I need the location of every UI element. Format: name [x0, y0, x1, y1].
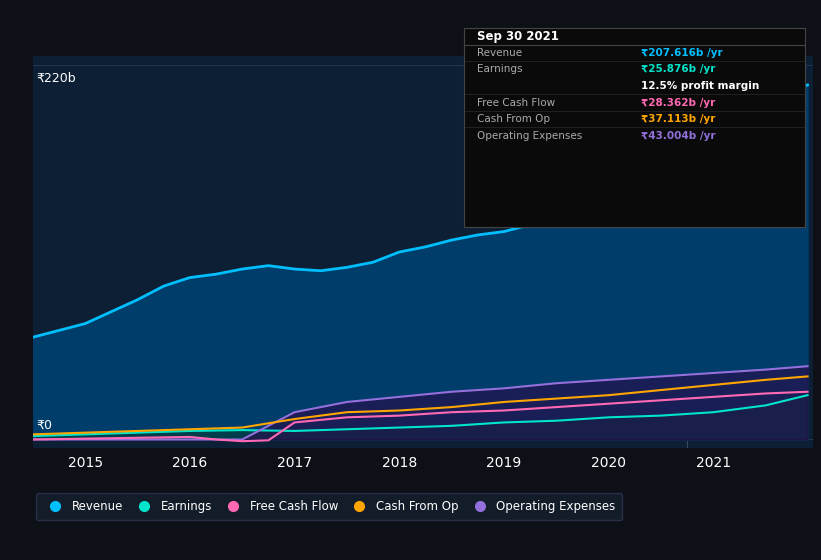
Text: ₹25.876b /yr: ₹25.876b /yr	[641, 64, 715, 74]
Text: Free Cash Flow: Free Cash Flow	[478, 97, 556, 108]
Text: ₹37.113b /yr: ₹37.113b /yr	[641, 114, 715, 124]
Text: Revenue: Revenue	[478, 48, 523, 58]
Text: Cash From Op: Cash From Op	[478, 114, 551, 124]
Text: ₹28.362b /yr: ₹28.362b /yr	[641, 97, 715, 108]
Legend: Revenue, Earnings, Free Cash Flow, Cash From Op, Operating Expenses: Revenue, Earnings, Free Cash Flow, Cash …	[36, 493, 622, 520]
Text: ₹220b: ₹220b	[37, 72, 76, 85]
Text: 12.5% profit margin: 12.5% profit margin	[641, 81, 759, 91]
Text: Sep 30 2021: Sep 30 2021	[478, 30, 559, 43]
Text: Earnings: Earnings	[478, 64, 523, 74]
Text: Operating Expenses: Operating Expenses	[478, 130, 583, 141]
Text: ₹207.616b /yr: ₹207.616b /yr	[641, 48, 722, 58]
Text: ₹43.004b /yr: ₹43.004b /yr	[641, 130, 716, 141]
Text: ₹0: ₹0	[37, 419, 53, 432]
